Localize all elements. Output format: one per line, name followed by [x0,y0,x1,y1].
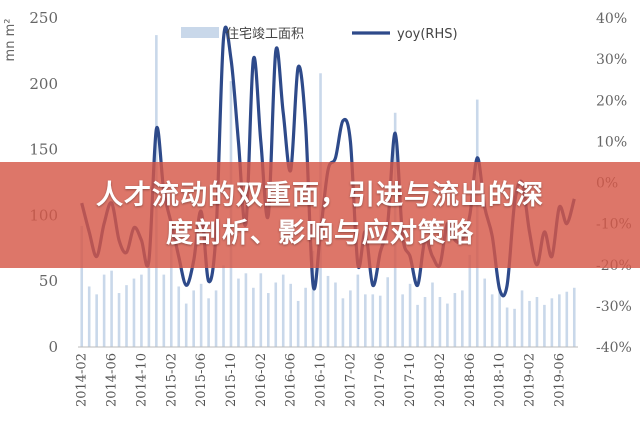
right-tick-label: 10% [596,134,627,150]
x-tick-label: 2019-06 [552,353,567,407]
right-tick-label: 30% [596,52,627,68]
bar [483,278,487,347]
bar [304,287,307,347]
legend-bar-swatch [181,27,219,38]
bar [446,303,449,347]
x-tick-label: 2016-10 [314,353,329,407]
right-tick-label: 20% [596,93,627,109]
bar [371,294,375,347]
bar [349,290,352,347]
bar [431,282,434,347]
bar [490,294,494,347]
bar [110,270,113,347]
x-tick-label: 2015-06 [194,353,209,407]
bar [520,290,524,347]
left-tick-label: 50 [39,272,58,290]
bar [408,283,412,347]
x-tick-label: 2015-02 [164,353,179,407]
bar [177,286,181,347]
bar [125,285,128,347]
bar [252,287,255,347]
bar [558,294,561,347]
bar [259,273,263,347]
bar [117,293,121,347]
legend-line-label: yoy(RHS) [397,27,458,42]
bar [341,298,345,347]
bar [95,294,98,347]
bar [505,307,509,347]
x-tick-label: 2014-10 [134,353,149,407]
left-axis-unit: mn m² [3,19,18,62]
bar [535,296,539,347]
x-tick-label: 2018-02 [433,353,448,407]
bar [207,298,210,347]
bar [461,290,464,347]
headline-line-2: 度剖析、影响与应对策略 [166,218,474,249]
left-tick-label: 200 [29,75,58,93]
bar [334,282,337,347]
headline-line-1: 人才流动的双重面，引进与流出的深 [96,180,544,211]
bar [296,300,300,347]
bar [237,278,240,347]
x-tick-label: 2014-02 [75,353,90,407]
left-tick-label: 250 [29,9,58,27]
x-tick-label: 2018-10 [493,353,508,407]
x-tick-label: 2017-02 [343,353,358,407]
bar [266,293,270,347]
bar [102,274,106,347]
left-tick-label: 150 [29,141,58,159]
bar [192,290,195,347]
x-tick-label: 2019-02 [522,353,537,407]
bar [438,296,442,347]
bar [274,282,278,347]
x-tick-label: 2017-06 [373,353,388,407]
bar [281,274,285,347]
bar [80,225,84,347]
bar [326,275,330,347]
right-tick-label: -40% [596,340,632,356]
bar [423,296,427,347]
bar [453,293,457,347]
bar [356,274,360,347]
bar [468,254,472,347]
right-tick-label: 40% [596,11,627,27]
bar [184,303,188,347]
headline-banner: 人才流动的双重面，引进与流出的深 度剖析、影响与应对策略 [0,162,640,268]
bar [87,286,91,347]
x-tick-label: 2014-06 [105,353,120,407]
bar [214,290,218,347]
x-tick-label: 2016-02 [254,353,269,407]
bar [147,265,151,347]
bar [513,308,516,347]
bar [386,277,390,347]
bar [364,294,367,347]
left-tick-label: 0 [48,338,58,356]
bar [572,287,576,347]
bar [528,300,531,347]
bar [378,295,382,347]
bar [169,224,173,347]
bar [543,304,546,347]
bar [162,274,166,347]
bar [140,274,143,347]
x-tick-label: 2018-06 [463,353,478,407]
legend-bar-label: 住宅竣工面积 [226,27,304,42]
x-tick-label: 2017-10 [403,353,418,407]
bar [498,291,501,347]
bar [199,283,203,347]
bar [416,304,419,347]
bar [222,265,225,347]
bar [550,298,554,347]
bar [565,291,569,347]
bar [244,273,248,347]
bar [132,278,136,347]
bar [289,283,292,347]
bar [401,294,404,347]
right-tick-label: -30% [596,299,632,315]
bar [311,250,315,347]
x-tick-label: 2015-10 [224,353,239,407]
x-tick-label: 2016-06 [284,353,299,407]
